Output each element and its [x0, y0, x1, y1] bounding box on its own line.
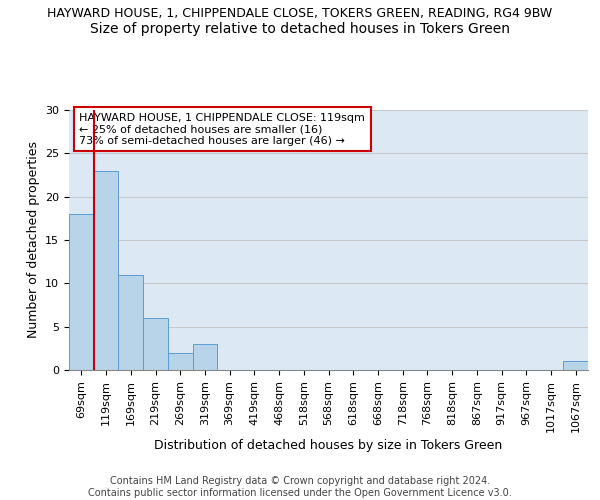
Bar	[168, 352, 193, 370]
Bar	[69, 214, 94, 370]
Bar	[563, 362, 588, 370]
Text: HAYWARD HOUSE, 1, CHIPPENDALE CLOSE, TOKERS GREEN, READING, RG4 9BW: HAYWARD HOUSE, 1, CHIPPENDALE CLOSE, TOK…	[47, 8, 553, 20]
Text: Contains HM Land Registry data © Crown copyright and database right 2024.
Contai: Contains HM Land Registry data © Crown c…	[88, 476, 512, 498]
Y-axis label: Number of detached properties: Number of detached properties	[26, 142, 40, 338]
Bar	[94, 170, 118, 370]
Bar	[118, 274, 143, 370]
X-axis label: Distribution of detached houses by size in Tokers Green: Distribution of detached houses by size …	[154, 438, 503, 452]
Bar	[193, 344, 217, 370]
Bar	[143, 318, 168, 370]
Text: Size of property relative to detached houses in Tokers Green: Size of property relative to detached ho…	[90, 22, 510, 36]
Text: HAYWARD HOUSE, 1 CHIPPENDALE CLOSE: 119sqm
← 25% of detached houses are smaller : HAYWARD HOUSE, 1 CHIPPENDALE CLOSE: 119s…	[79, 112, 365, 146]
